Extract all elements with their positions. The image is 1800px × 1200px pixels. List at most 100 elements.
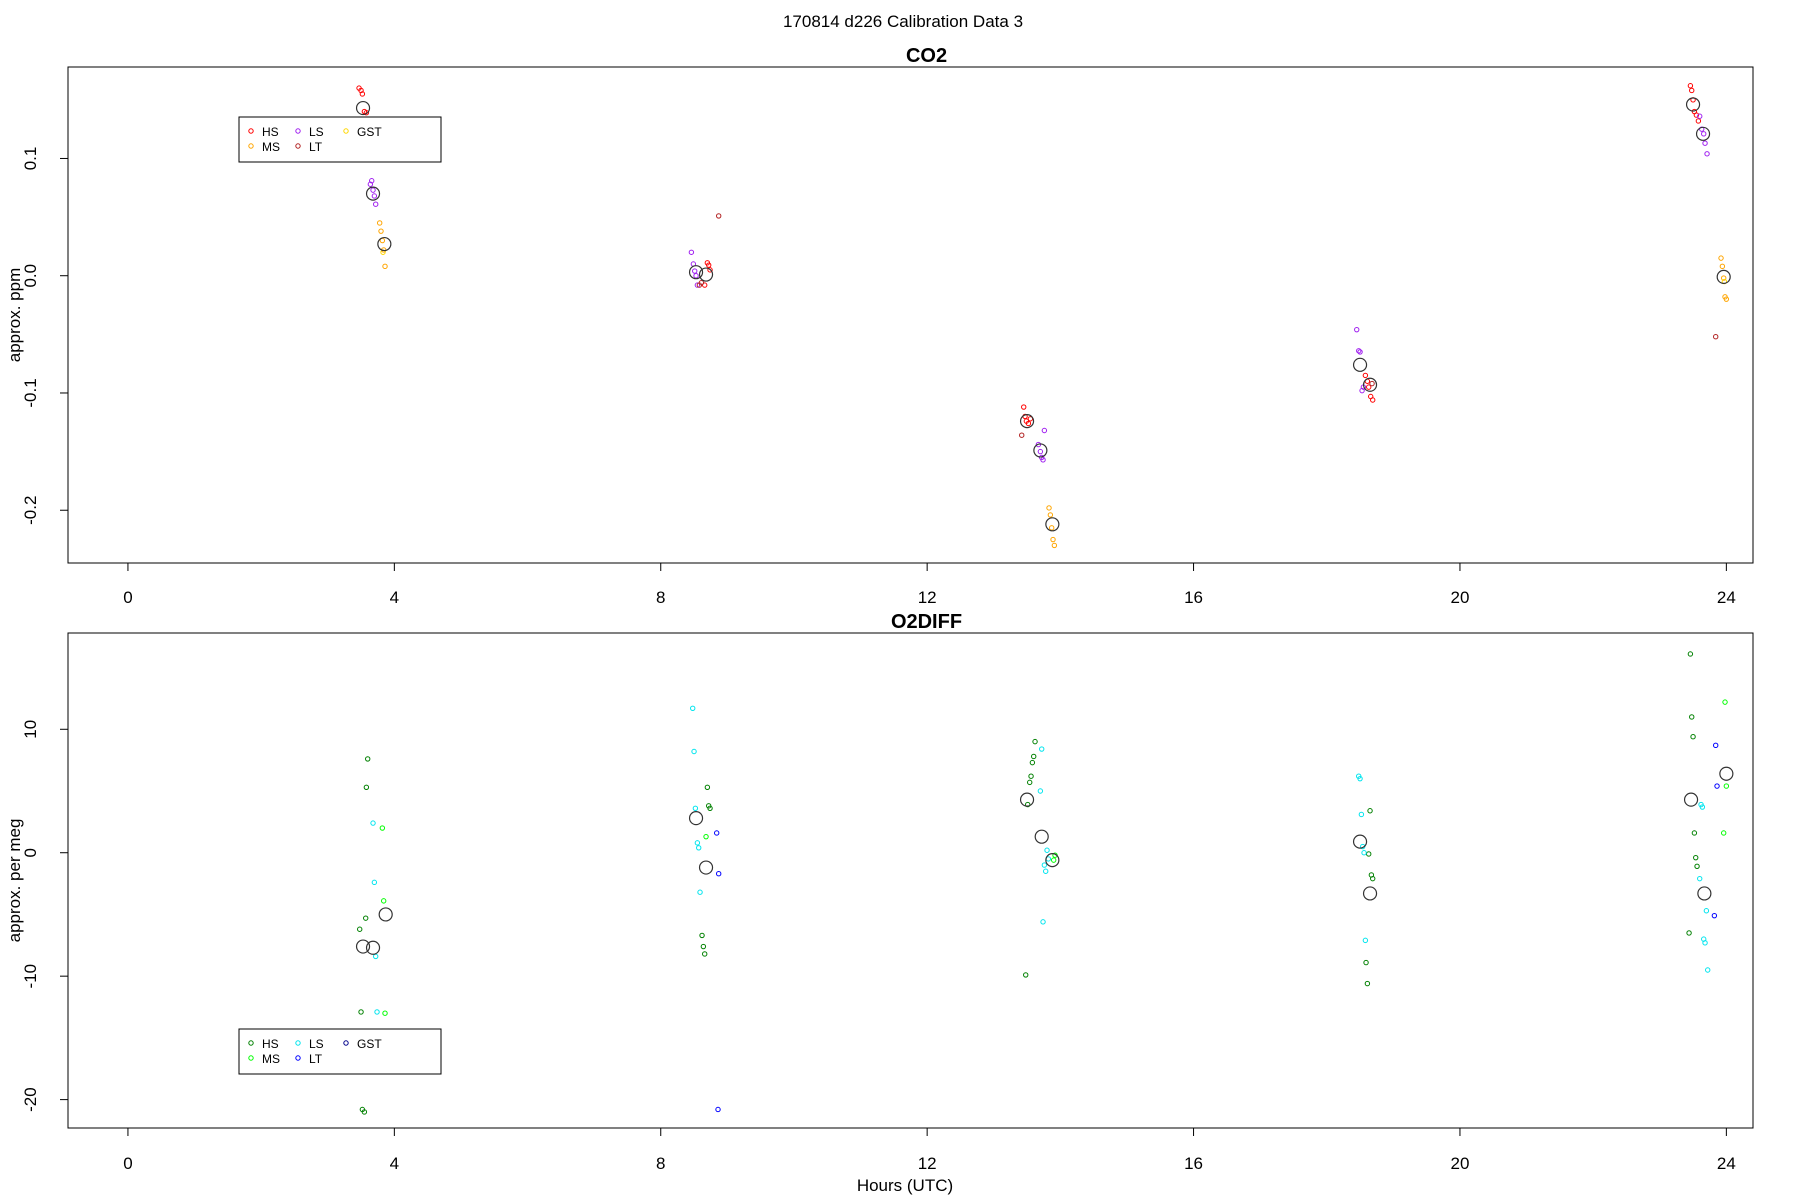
co2-data-point <box>1035 441 1042 448</box>
o2diff-x-tick-label: 8 <box>656 1154 665 1173</box>
o2diff-mean-point <box>698 860 714 875</box>
o2diff-data-point <box>1032 738 1038 745</box>
o2diff-data-point <box>1691 830 1698 836</box>
o2diff-mean-point <box>1352 834 1368 849</box>
co2-data-point <box>1718 255 1724 261</box>
o2diff-legend-label-gst: GST <box>357 1037 382 1051</box>
co2-x-tick-label: 24 <box>1717 588 1736 607</box>
o2diff-chart-title: O2DIFF <box>891 611 962 633</box>
o2diff-data-point <box>1364 980 1371 987</box>
o2diff-mean-point <box>1019 792 1035 807</box>
o2diff-data-point <box>358 1009 364 1015</box>
co2-data-point <box>1695 118 1702 124</box>
co2-data-point <box>382 263 388 270</box>
co2-x-tick-label: 8 <box>656 588 665 607</box>
o2diff-data-point <box>715 1106 721 1113</box>
co2-data-point <box>1687 83 1694 89</box>
co2-legend-marker-ls <box>295 128 301 134</box>
o2diff-mean-point <box>1034 829 1049 844</box>
co2-legend-marker-hs <box>248 128 254 134</box>
o2diff-legend-marker-ms <box>248 1055 254 1061</box>
o2diff-y-tick-label: 10 <box>21 720 40 739</box>
co2-legend-box <box>238 116 442 163</box>
co2-data-point <box>363 110 370 116</box>
o2diff-mean-point <box>365 940 381 955</box>
o2diff-legend-marker-lt <box>295 1055 301 1061</box>
o2diff-data-point <box>692 805 699 811</box>
co2-data-point <box>1041 427 1048 434</box>
co2-data-point <box>692 268 698 274</box>
o2diff-data-point <box>379 825 386 831</box>
co2-data-point <box>370 187 376 193</box>
o2diff-mean-point <box>1719 766 1734 781</box>
co2-data-point <box>1047 512 1054 518</box>
co2-data-point <box>1040 457 1046 463</box>
o2diff-series-ms <box>379 699 1730 1016</box>
o2diff-data-point <box>694 840 701 846</box>
o2diff-data-point <box>1711 912 1718 919</box>
o2diff-legend-label-ls: LS <box>309 1037 324 1051</box>
co2-data-point <box>693 273 699 279</box>
co2-y-tick-label: -0.2 <box>21 496 40 525</box>
o2diff-data-point <box>1705 967 1711 973</box>
o2diff-series-ls <box>370 705 1711 1015</box>
co2-data-point <box>1021 404 1027 410</box>
o2diff-data-point <box>363 784 370 791</box>
co2-data-point <box>1369 380 1375 387</box>
o2diff-data-point <box>1702 940 1708 946</box>
o2diff-legend-box <box>238 1028 442 1075</box>
co2-legend-label-ls: LS <box>309 125 324 139</box>
co2-series-hs <box>356 83 1702 427</box>
o2diff-data-point <box>707 805 713 811</box>
co2-data-point <box>1025 420 1032 427</box>
o2diff-data-point <box>365 756 371 762</box>
co2-mean-point <box>1045 517 1060 532</box>
o2diff-data-point <box>1357 775 1363 782</box>
co2-data-point <box>705 262 712 268</box>
co2-mean-point <box>377 236 392 252</box>
o2diff-y-axis-label: approx. per meg <box>5 819 24 943</box>
o2diff-legend-label-lt: LT <box>309 1052 323 1066</box>
co2-mean-point <box>1716 269 1731 284</box>
o2diff-data-point <box>371 879 378 886</box>
o2diff-data-point <box>1713 742 1719 749</box>
co2-data-point <box>1048 525 1055 531</box>
co2-data-point <box>1357 349 1363 355</box>
o2diff-data-point <box>1687 651 1694 657</box>
co2-data-point <box>1704 151 1710 157</box>
o2diff-data-point <box>372 953 379 960</box>
o2diff-data-point <box>382 1010 388 1016</box>
o2diff-legend-marker-gst <box>343 1040 349 1046</box>
o2diff-data-point <box>690 705 696 711</box>
o2diff-data-point <box>1361 850 1367 856</box>
o2diff-data-point <box>691 748 697 755</box>
o2diff-data-point <box>1690 733 1696 740</box>
o2diff-data-point <box>1366 851 1372 857</box>
co2-data-point <box>1362 372 1369 379</box>
o2diff-data-point <box>1699 804 1706 810</box>
co2-data-point <box>715 213 722 219</box>
co2-legend-label-lt: LT <box>309 140 323 154</box>
o2diff-data-point <box>697 889 703 895</box>
co2-data-point <box>1723 296 1730 302</box>
o2diff-data-point <box>1039 746 1045 752</box>
co2-data-point <box>1019 432 1025 438</box>
o2diff-data-point <box>1722 699 1728 705</box>
co2-data-point <box>368 178 375 184</box>
co2-mean-point <box>1019 414 1035 429</box>
o2diff-data-point <box>1723 783 1730 789</box>
o2diff-data-point <box>702 951 708 957</box>
co2-data-point <box>694 282 701 288</box>
o2diff-legend-marker-hs <box>248 1040 254 1046</box>
co2-legend-marker-gst <box>343 128 349 134</box>
o2diff-data-point <box>1703 908 1710 914</box>
co2-data-point <box>371 193 378 199</box>
o2diff-data-point <box>713 830 720 836</box>
o2diff-data-point <box>370 820 376 826</box>
co2-y-tick-label: 0.0 <box>21 264 40 288</box>
o2diff-data-point <box>1040 919 1046 925</box>
o2diff-data-point <box>1697 875 1703 882</box>
co2-data-point <box>1354 326 1360 333</box>
o2diff-mean-point <box>1045 853 1060 868</box>
co2-series-lt <box>696 213 1719 438</box>
